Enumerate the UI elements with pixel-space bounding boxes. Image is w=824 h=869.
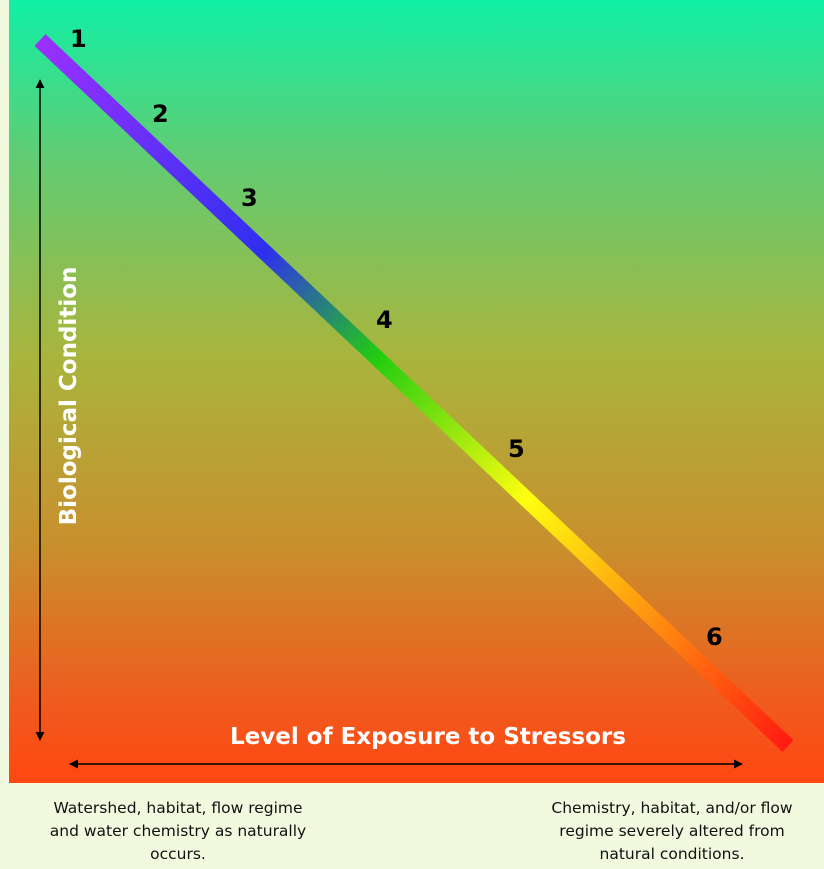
- caption-left-line: and water chemistry as naturally: [49, 822, 307, 840]
- y-axis-label: Biological Condition: [56, 267, 82, 526]
- caption-right-line: natural conditions.: [599, 845, 745, 863]
- point-label-1: 1: [70, 25, 87, 53]
- caption-altered-conditions: Chemistry, habitat, and/or flow regime s…: [522, 797, 822, 866]
- condition-gradient-line: [34, 34, 794, 752]
- point-label-5: 5: [508, 435, 525, 463]
- x-axis-label: Level of Exposure to Stressors: [230, 724, 626, 750]
- point-label-4: 4: [376, 306, 393, 334]
- caption-natural-conditions: Watershed, habitat, flow regime and wate…: [22, 797, 334, 866]
- caption-left-line: Watershed, habitat, flow regime: [53, 799, 303, 817]
- caption-left-line: occurs.: [150, 845, 206, 863]
- point-label-2: 2: [152, 100, 169, 128]
- caption-right-line: Chemistry, habitat, and/or flow: [551, 799, 793, 817]
- caption-right-line: regime severely altered from: [559, 822, 785, 840]
- point-label-3: 3: [241, 184, 258, 212]
- point-label-6: 6: [706, 623, 723, 651]
